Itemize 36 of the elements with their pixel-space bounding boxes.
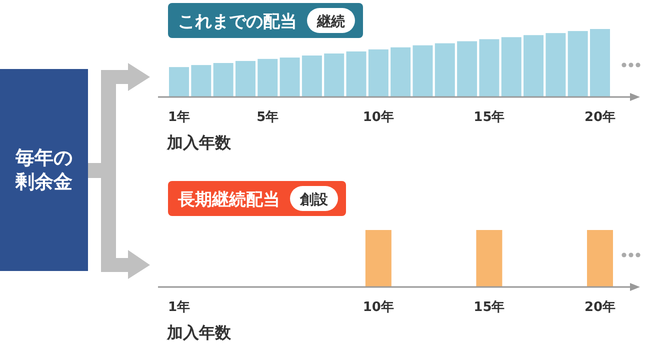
bar [235, 60, 256, 97]
bar [501, 37, 522, 97]
bar [434, 43, 455, 97]
x-tick-label: 15年 [474, 110, 505, 125]
bar [568, 31, 588, 97]
bar [479, 39, 500, 97]
x-tick-label: 20年 [584, 110, 616, 125]
bar [524, 35, 544, 97]
bar [280, 58, 300, 97]
bar [302, 56, 322, 97]
bar [457, 41, 478, 97]
x-axis-title: 加入年数 [166, 323, 232, 342]
x-axis-title: 加入年数 [166, 133, 232, 152]
chart-subtitle: 継続 [316, 14, 345, 30]
bar [546, 33, 566, 97]
bar [324, 53, 344, 97]
chart-subtitle: 創設 [299, 192, 329, 208]
x-tick-label: 1年 [168, 110, 190, 125]
x-tick-label: 20年 [584, 300, 616, 315]
bar [390, 47, 411, 97]
x-tick-label: 10年 [362, 300, 394, 315]
bar [169, 67, 189, 97]
x-tick-label: 15年 [474, 300, 505, 315]
x-tick-label: 1年 [168, 300, 190, 315]
bar [213, 63, 234, 97]
bar [412, 45, 433, 97]
bar [590, 29, 610, 97]
bar [368, 49, 388, 97]
bar [346, 51, 366, 97]
chart-title: これまでの配当 [178, 12, 297, 32]
chart-title: 長期継続配当 [177, 190, 280, 210]
x-tick-label: 10年 [362, 110, 394, 125]
text: 毎年の剰余金 [14, 147, 72, 193]
bar [258, 58, 278, 97]
bar [191, 65, 212, 97]
x-tick-label: 5年 [256, 110, 279, 125]
